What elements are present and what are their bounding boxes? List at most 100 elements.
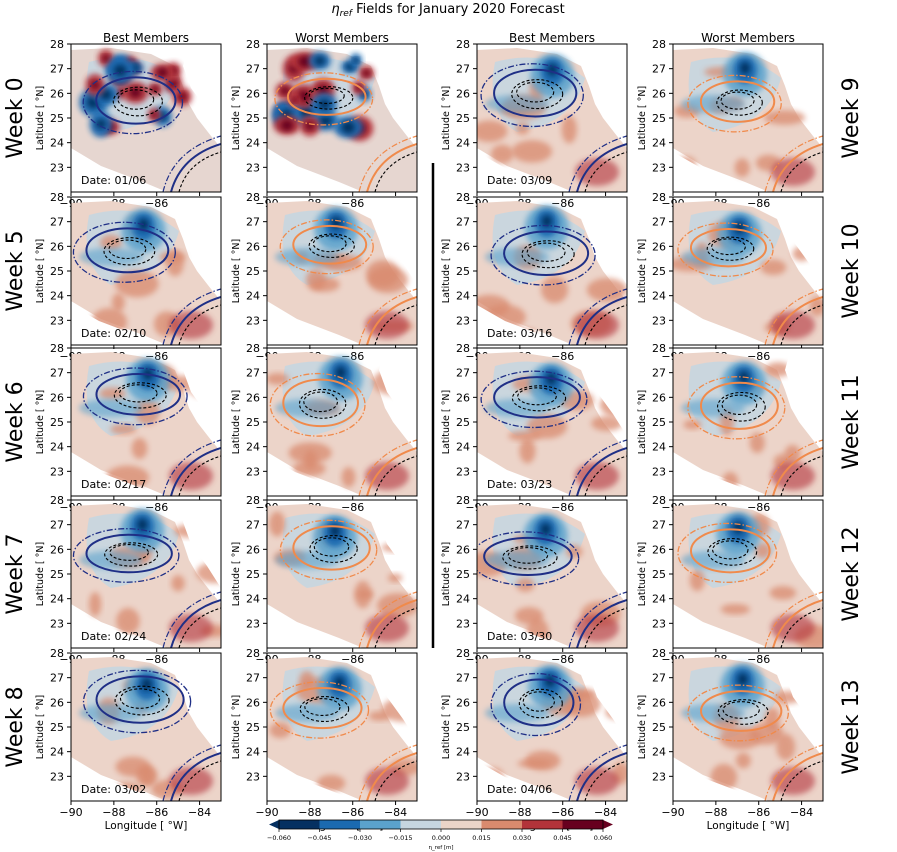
land-mask <box>785 197 823 285</box>
eta-fill <box>341 467 356 488</box>
member-contour <box>699 80 776 123</box>
reference-contour <box>511 385 567 412</box>
y-tick-label: 26 <box>246 391 260 404</box>
eta-fill <box>291 97 298 103</box>
y-axis-label: Latitude [ °N] <box>231 86 242 150</box>
reference-contour <box>516 81 555 103</box>
y-tick-label: 26 <box>50 240 64 253</box>
y-tick-label: 26 <box>456 696 470 709</box>
land-mask <box>477 456 568 496</box>
member-contour <box>358 439 417 496</box>
y-tick-label: 23 <box>246 465 260 478</box>
reference-contour <box>722 701 760 719</box>
eta-field <box>673 197 823 345</box>
x-tick-label: −88 <box>508 806 531 819</box>
y-tick-label: 27 <box>50 519 64 532</box>
y-tick-label: 23 <box>50 161 64 174</box>
eta-fill <box>137 518 148 531</box>
panel: −90 −88 −86 −84 23 24 25 26 27 28 Latitude [ °N] Lo… <box>637 647 824 832</box>
member-contour <box>269 681 370 739</box>
reference-contour <box>584 760 627 801</box>
member-contour <box>687 376 786 440</box>
y-tick-label: 24 <box>652 290 666 303</box>
y-tick-label: 27 <box>456 216 470 229</box>
y-tick-label: 24 <box>456 593 470 606</box>
eta-field <box>71 348 221 496</box>
member-contour <box>162 591 221 648</box>
date-label: Date: 03/09 <box>487 174 552 187</box>
reference-contour <box>178 304 221 345</box>
eta-fill <box>720 603 750 615</box>
eta-fill <box>516 577 535 592</box>
eta-fill <box>79 399 143 417</box>
eta-fill <box>365 767 409 795</box>
reference-contour <box>308 87 345 104</box>
x-axis-label: Longitude [ °W] <box>105 820 188 832</box>
y-tick-label: 25 <box>50 568 64 581</box>
reference-contour <box>584 304 627 345</box>
member-contour <box>292 525 371 571</box>
member-contour <box>282 378 359 428</box>
eta-fill <box>314 56 325 66</box>
y-tick-label: 27 <box>652 367 666 380</box>
y-axis-label: Latitude [ °N] <box>35 239 46 303</box>
week-label: Week 7 <box>3 533 28 614</box>
reference-contour <box>103 237 156 266</box>
eta-fill <box>365 462 409 490</box>
eta-fill <box>169 311 213 339</box>
eta-fill <box>171 575 185 592</box>
reference-contour <box>178 151 221 192</box>
reference-contour <box>717 391 766 422</box>
member-contour <box>576 143 627 192</box>
eta-fill <box>734 158 750 178</box>
y-tick-label: 25 <box>246 265 260 278</box>
eta-fill <box>477 120 508 143</box>
eta-fill <box>760 259 787 276</box>
date-label: Date: 03/16 <box>487 327 552 340</box>
week-label: Week 11 <box>839 374 864 469</box>
land-mask <box>589 348 627 436</box>
member-contour <box>480 63 584 128</box>
land-mask <box>71 152 162 192</box>
eta-fill <box>275 248 339 266</box>
eta-fill <box>299 670 315 689</box>
eta-field <box>267 197 417 345</box>
eta-fill <box>490 144 514 164</box>
land-mask <box>379 500 417 588</box>
y-tick-label: 27 <box>456 367 470 380</box>
y-tick-label: 28 <box>652 494 666 507</box>
y-tick-label: 24 <box>652 746 666 759</box>
land-mask <box>379 348 417 436</box>
land-mask <box>267 456 358 496</box>
reference-contour <box>109 544 149 561</box>
y-tick-label: 25 <box>50 721 64 734</box>
y-axis-label: Latitude [ °N] <box>441 695 452 759</box>
land-mask <box>183 653 221 741</box>
member-contour <box>95 373 182 416</box>
eta-fill <box>89 592 102 617</box>
x-tick-label: −86 <box>747 197 770 210</box>
y-tick-label: 23 <box>456 617 470 630</box>
eta-fill <box>100 89 112 100</box>
colorbar-swatch <box>279 820 320 829</box>
eta-fill <box>575 158 619 186</box>
y-tick-label: 26 <box>652 87 666 100</box>
eta-fill <box>511 140 553 163</box>
y-tick-label: 23 <box>50 770 64 783</box>
reference-contour <box>119 688 161 709</box>
colorbar-tick-label: 0.030 <box>513 834 532 842</box>
reference-contour <box>104 542 159 567</box>
eta-fill <box>771 614 815 642</box>
eta-fill <box>341 121 355 134</box>
member-contour <box>292 224 368 265</box>
eta-fill <box>111 293 125 312</box>
eta-fill <box>319 115 332 126</box>
eta-field <box>71 500 221 648</box>
land-mask <box>785 44 823 132</box>
y-tick-label: 23 <box>652 161 666 174</box>
eta-field <box>71 197 221 345</box>
